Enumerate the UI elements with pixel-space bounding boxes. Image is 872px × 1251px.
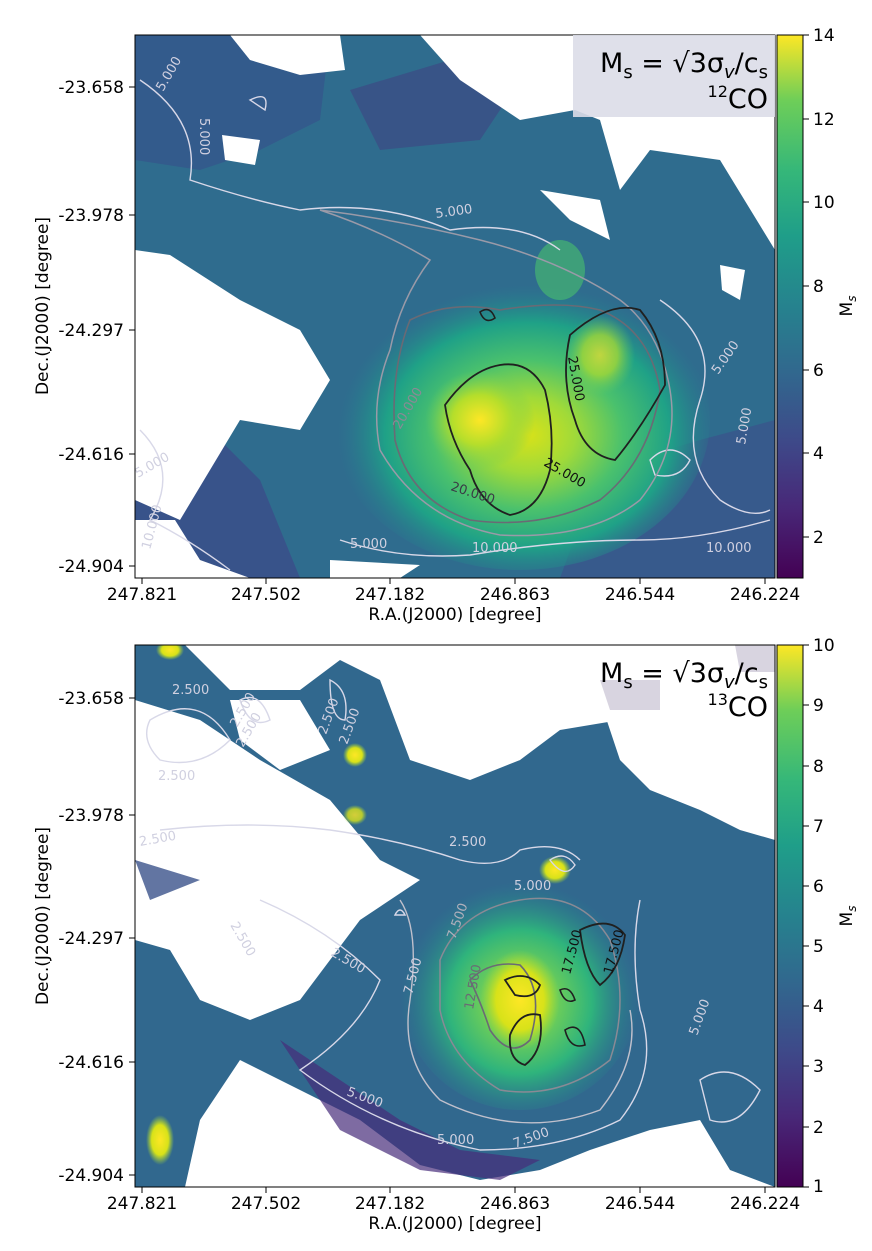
contour-label: 2.500 <box>449 835 486 850</box>
y-tick-label: -23.978 <box>58 206 124 226</box>
colorbar-tick-label: 6 <box>813 361 824 381</box>
colorbar-tick-label: 12 <box>813 110 835 130</box>
x-tick-label: 246.224 <box>730 1194 800 1214</box>
contour-label: 5.000 <box>437 1133 474 1148</box>
x-tick-label: 247.182 <box>355 585 425 605</box>
y-tick-label: -24.904 <box>58 1166 124 1186</box>
y-axis-label: Dec.(J2000) [degree] <box>33 217 53 395</box>
colorbar-12co <box>776 34 804 579</box>
colorbar-tick-label: 2 <box>813 1118 824 1138</box>
map-12co: 5.000 5.000 5.000 5.000 5.000 5.000 5.00… <box>135 35 775 578</box>
x-tick-label: 246.224 <box>730 585 800 605</box>
y-tick-label: -23.658 <box>58 689 124 709</box>
map-13co: 2.500 2.500 2.500 2.500 2.500 2.500 2.50… <box>135 645 775 1187</box>
y-tick-label: -24.297 <box>58 929 124 949</box>
panel-13co: 2.500 2.500 2.500 2.500 2.500 2.500 2.50… <box>0 620 872 1246</box>
colorbar-label: Ms <box>837 296 859 317</box>
x-tick-label: 247.502 <box>231 585 301 605</box>
colorbar-tick-label: 5 <box>813 937 824 957</box>
y-tick-label: -24.616 <box>58 445 124 465</box>
colorbar-tick-label: 10 <box>813 193 835 213</box>
contour-label: 5.000 <box>434 202 473 222</box>
x-tick-label: 247.821 <box>107 1194 177 1214</box>
colorbar-tick-label: 4 <box>813 997 824 1017</box>
y-axis-13co: -23.658 -23.978 -24.297 -24.616 -24.904 <box>58 689 135 1186</box>
colorbar-ticks-12co: 2 4 6 8 10 12 14 <box>803 26 835 548</box>
chart-12co: 5.000 5.000 5.000 5.000 5.000 5.000 5.00… <box>33 26 859 625</box>
colorbar-tick-label: 1 <box>813 1177 824 1197</box>
x-axis-13co: 247.821 247.502 247.182 246.863 246.544 … <box>107 1187 800 1214</box>
annotation-box <box>573 35 775 117</box>
contour-label: 2.500 <box>172 683 209 698</box>
contour-label: 2.500 <box>138 829 177 850</box>
chart-13co: 2.500 2.500 2.500 2.500 2.500 2.500 2.50… <box>33 636 859 1234</box>
y-tick-label: -24.616 <box>58 1053 124 1073</box>
contour-label: 5.000 <box>196 118 211 155</box>
contours-13co <box>146 678 761 1151</box>
colorbar-ticks-13co: 1 2 3 4 5 6 7 8 9 10 <box>803 636 835 1197</box>
panel-12co: 5.000 5.000 5.000 5.000 5.000 5.000 5.00… <box>33 26 859 625</box>
colorbar-tick-label: 2 <box>813 528 824 548</box>
colorbar-tick-label: 14 <box>813 26 835 46</box>
tracer-label: 13CO <box>708 690 768 723</box>
y-tick-label: -24.297 <box>58 321 124 341</box>
colorbar-tick-label: 8 <box>813 277 824 297</box>
x-axis-12co: 247.821 247.502 247.182 246.863 246.544 … <box>107 578 800 605</box>
x-tick-label: 247.821 <box>107 585 177 605</box>
x-axis-label: R.A.(J2000) [degree] <box>368 605 541 625</box>
colorbar-tick-label: 4 <box>813 444 824 464</box>
colorbar-label: Ms <box>837 906 859 927</box>
y-axis-label: Dec.(J2000) [degree] <box>33 827 53 1005</box>
x-tick-label: 246.863 <box>480 1194 550 1214</box>
contour-label: 2.500 <box>158 769 195 784</box>
contour-label: 5.000 <box>350 537 387 552</box>
tracer-label: 12CO <box>708 82 768 115</box>
contours-12co <box>139 79 771 571</box>
contour-label: 5.000 <box>514 879 551 894</box>
colorbar-tick-label: 7 <box>813 817 824 837</box>
contour-label: 10.000 <box>472 541 518 556</box>
x-tick-label: 246.544 <box>605 1194 675 1214</box>
colorbar-tick-label: 10 <box>813 636 835 656</box>
x-tick-label: 246.544 <box>605 585 675 605</box>
y-axis-12co: -23.658 -23.978 -24.297 -24.616 -24.904 <box>58 78 135 577</box>
contour-label: 5.000 <box>734 406 755 445</box>
y-tick-label: -23.978 <box>58 806 124 826</box>
x-tick-label: 246.863 <box>480 585 550 605</box>
x-tick-label: 247.502 <box>231 1194 301 1214</box>
colorbar-tick-label: 9 <box>813 696 824 716</box>
colorbar-13co <box>776 644 804 1188</box>
x-axis-label: R.A.(J2000) [degree] <box>368 1214 541 1234</box>
colorbar-tick-label: 3 <box>813 1057 824 1077</box>
x-tick-label: 247.182 <box>355 1194 425 1214</box>
contour-label: 10.000 <box>706 541 752 556</box>
colorbar-tick-label: 8 <box>813 757 824 777</box>
formula-label: Ms = √3σv/cs <box>600 658 768 693</box>
y-tick-label: -23.658 <box>58 78 124 98</box>
y-tick-label: -24.904 <box>58 557 124 577</box>
formula-label: Ms = √3σv/cs <box>600 48 768 83</box>
colorbar-tick-label: 6 <box>813 877 824 897</box>
